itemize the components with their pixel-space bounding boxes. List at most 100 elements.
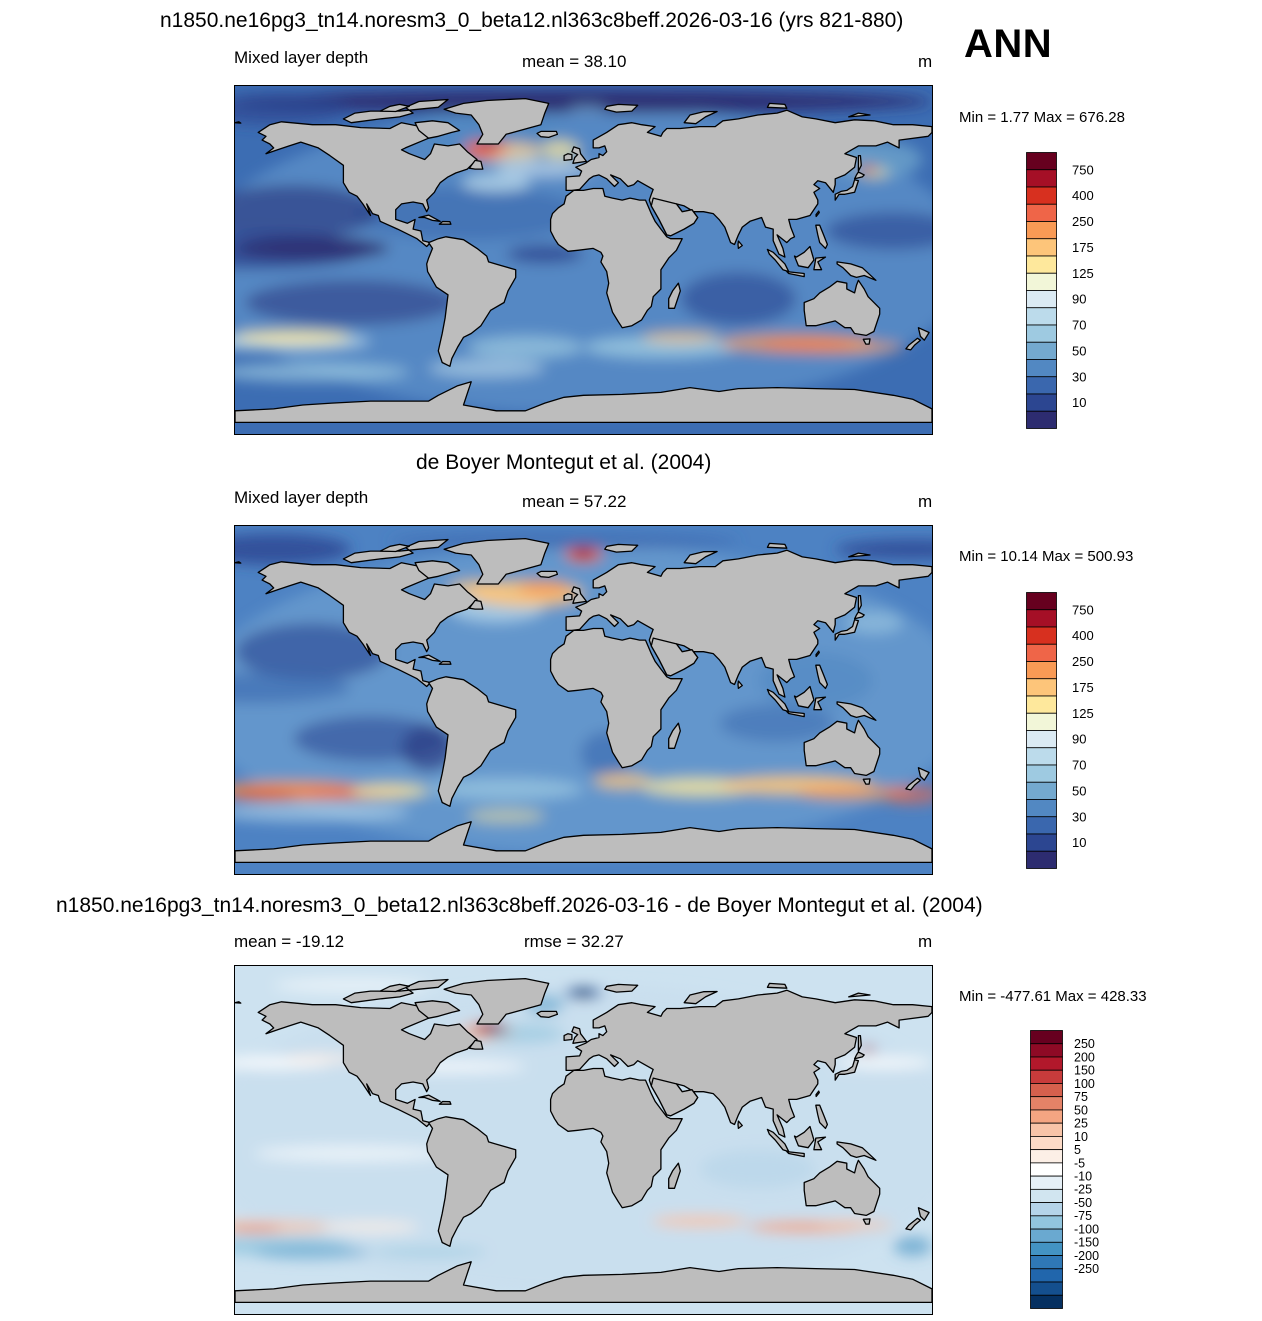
colorbar-tick-label: 250 xyxy=(1072,654,1094,669)
landmass-africa xyxy=(549,1067,683,1209)
landmass-wrangel xyxy=(235,1001,242,1004)
landmass-java xyxy=(786,270,805,278)
colorbar-tick-label: -200 xyxy=(1074,1249,1099,1263)
colorbar-tick-label: -150 xyxy=(1074,1236,1099,1250)
landmass-sakhalin xyxy=(857,154,862,172)
colorbar-swatch xyxy=(1026,410,1057,429)
colorbar-swatch xyxy=(1030,1109,1063,1124)
landmass-arabia-fill xyxy=(650,637,699,677)
landmass-greenland xyxy=(443,977,550,1025)
colorbar-tick-label: 5 xyxy=(1074,1143,1081,1157)
landmass-sri-lanka xyxy=(737,1120,743,1130)
panel-2-title: de Boyer Montegut et al. (2004) xyxy=(416,451,712,474)
colorbar-swatch xyxy=(1030,1188,1063,1203)
colorbar-tick-label: -25 xyxy=(1074,1183,1092,1197)
colorbar-swatch xyxy=(1026,661,1057,680)
landmass-south-america xyxy=(426,236,517,367)
landmass-kamchatka-island xyxy=(468,599,484,610)
panel-1-colorbar: 750 400 250 175 125 90 70 50 30 10 xyxy=(1026,152,1146,432)
colorbar-swatch xyxy=(1026,592,1057,611)
colorbar-swatch xyxy=(1030,1083,1063,1098)
landmass-hokkaido xyxy=(853,611,865,620)
landmass-new-guinea xyxy=(836,1141,877,1161)
colorbar-tick-label: 50 xyxy=(1072,343,1086,358)
colorbar-tick-label: 25 xyxy=(1074,1117,1088,1131)
panel-1-map xyxy=(234,85,933,435)
landmass-hispaniola xyxy=(438,1100,452,1105)
landmass-baffin xyxy=(414,560,461,579)
panel-2-mean-label: mean = 57.22 xyxy=(522,492,627,511)
landmass-greenland xyxy=(443,537,550,585)
colorbar-swatch xyxy=(1026,221,1057,240)
landmass-australia xyxy=(803,719,881,777)
colorbar-swatch xyxy=(1030,1241,1063,1256)
colorbar-swatch xyxy=(1026,833,1057,852)
landmass-borneo xyxy=(793,245,815,269)
landmass-iceland xyxy=(536,570,559,579)
landmass-north-america xyxy=(257,1001,478,1128)
colorbar-tick-label: 90 xyxy=(1072,732,1086,747)
landmass-novaya-zemlya xyxy=(683,110,718,125)
landmass-new-siberian xyxy=(848,112,871,118)
panel-3-map xyxy=(234,965,933,1315)
landmass-philippines xyxy=(815,224,829,250)
landmass-new-zealand-s xyxy=(905,1217,922,1231)
panel-3-units: m xyxy=(918,932,933,951)
land-mass-layer xyxy=(235,97,932,424)
landmass-madagascar xyxy=(668,282,681,309)
colorbar-swatch xyxy=(1030,1056,1063,1071)
land-mass-layer xyxy=(235,977,932,1304)
landmass-japan xyxy=(834,179,860,201)
panel-2-map xyxy=(234,525,933,875)
landmass-antarctica xyxy=(235,1261,932,1304)
landmass-north-america xyxy=(257,561,478,688)
colorbar-swatch xyxy=(1030,1202,1063,1217)
landmass-kamchatka-island xyxy=(468,1039,484,1050)
colorbar-swatch xyxy=(1030,1069,1063,1084)
colorbar-swatch xyxy=(1026,290,1057,309)
colorbar-swatch xyxy=(1026,781,1057,800)
landmass-philippines xyxy=(815,664,829,690)
landmass-java xyxy=(786,710,805,718)
colorbar-swatch xyxy=(1026,307,1057,326)
colorbar-swatch xyxy=(1030,1043,1063,1058)
colorbar-swatch xyxy=(1026,393,1057,412)
colorbar-tick-label: 75 xyxy=(1074,1090,1088,1104)
colorbar-tick-label: 90 xyxy=(1072,292,1086,307)
landmass-cuba xyxy=(418,654,441,662)
landmass-kamchatka-island xyxy=(468,159,484,170)
colorbar-tick-label: 125 xyxy=(1072,266,1094,281)
colorbar-tick-label: 30 xyxy=(1072,369,1086,384)
colorbar-swatch xyxy=(1026,255,1057,274)
colorbar-tick-label: 250 xyxy=(1072,214,1094,229)
colorbar-swatch xyxy=(1026,626,1057,645)
landmass-cuba xyxy=(418,1094,441,1102)
landmass-new-zealand-s xyxy=(905,777,922,791)
colorbar-swatch xyxy=(1030,1149,1063,1164)
colorbar-tick-label: 750 xyxy=(1072,162,1094,177)
colorbar-swatch xyxy=(1026,169,1057,188)
colorbar-swatch xyxy=(1030,1228,1063,1243)
colorbar-swatch xyxy=(1026,359,1057,378)
panel-1-minmax: Min = 1.77 Max = 676.28 xyxy=(959,109,1125,126)
landmass-tasmania xyxy=(862,338,871,345)
colorbar-swatch xyxy=(1030,1096,1063,1111)
colorbar-tick-label: 200 xyxy=(1074,1050,1095,1064)
panel-3-mean-label: mean = -19.12 xyxy=(234,932,345,951)
colorbar-tick-label: 10 xyxy=(1074,1130,1088,1144)
colorbar-tick-label: 400 xyxy=(1072,188,1094,203)
landmass-sumatra xyxy=(766,248,790,273)
colorbar-tick-label: -10 xyxy=(1074,1169,1092,1183)
landmass-australia xyxy=(803,1159,881,1217)
colorbar-swatch xyxy=(1030,1136,1063,1151)
landmass-africa xyxy=(549,187,683,329)
landmass-south-america xyxy=(426,1116,517,1247)
landmass-severnaya xyxy=(766,542,788,549)
colorbar-tick-label: -50 xyxy=(1074,1196,1092,1210)
colorbar-swatch xyxy=(1030,1215,1063,1230)
colorbar-tick-label: -250 xyxy=(1074,1262,1099,1276)
colorbar-swatch xyxy=(1030,1255,1063,1270)
landmass-taiwan xyxy=(815,1090,820,1098)
landmass-ireland xyxy=(563,153,573,162)
land-mass-layer xyxy=(235,537,932,864)
